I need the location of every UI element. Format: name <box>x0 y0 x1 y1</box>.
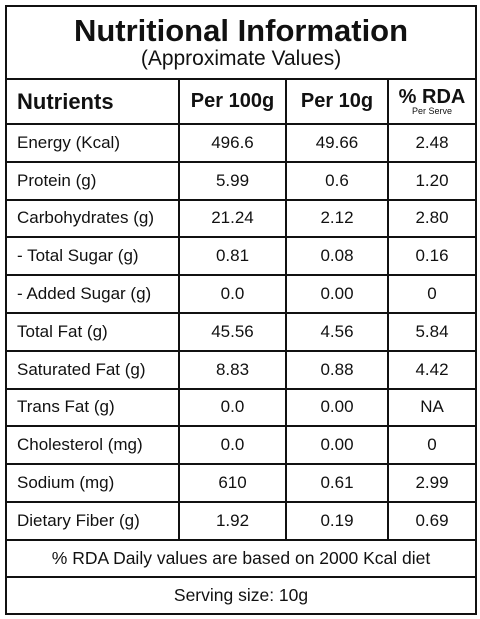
column-note: Per Serve <box>412 106 453 116</box>
cell-value: 0.81 <box>178 236 287 277</box>
cell-value: 4.42 <box>386 349 478 390</box>
nutrient-name: - Total Sugar (g) <box>5 236 180 277</box>
cell-value: 45.56 <box>178 311 287 352</box>
column-header: Per 10g <box>285 78 389 125</box>
cell-value: 49.66 <box>285 123 389 163</box>
nutrient-name: Trans Fat (g) <box>5 387 180 428</box>
nutrient-name: Saturated Fat (g) <box>5 349 180 390</box>
table-row: Saturated Fat (g) 8.83 0.88 4.42 <box>5 349 478 390</box>
table-row: Cholesterol (mg) 0.0 0.00 0 <box>5 425 478 466</box>
table-body: Nutritional Information (Approximate Val… <box>4 5 478 615</box>
table-row: - Added Sugar (g) 0.0 0.00 0 <box>5 274 478 314</box>
cell-value: 0.0 <box>178 274 287 314</box>
cell-value: 5.84 <box>386 311 478 352</box>
header-row: Nutrients Per 100g Per 10g % RDA Per Ser… <box>5 78 478 125</box>
cell-value: 1.20 <box>386 160 478 201</box>
footer-note: % RDA Daily values are based on 2000 Kca… <box>4 538 478 578</box>
nutrient-name: Sodium (mg) <box>5 463 180 503</box>
cell-value: 0.16 <box>386 236 478 277</box>
column-header: % RDA <box>398 86 466 108</box>
cell-value: 8.83 <box>178 349 287 390</box>
table-row: Dietary Fiber (g) 1.92 0.19 0.69 <box>5 500 478 541</box>
table-row: - Total Sugar (g) 0.81 0.08 0.16 <box>5 236 478 277</box>
nutrient-name: Total Fat (g) <box>5 311 180 352</box>
serving-size: Serving size: 10g <box>4 575 478 615</box>
cell-value: 0.00 <box>285 425 389 466</box>
cell-value: 496.6 <box>178 123 287 163</box>
table-row: Energy (Kcal) 496.6 49.66 2.48 <box>5 123 478 163</box>
cell-value: 0.00 <box>285 274 389 314</box>
cell-value: 0 <box>386 274 478 314</box>
cell-value: 4.56 <box>285 311 389 352</box>
table-row: Protein (g) 5.99 0.6 1.20 <box>5 160 478 201</box>
cell-value: 0.19 <box>285 500 389 541</box>
cell-value: NA <box>386 387 478 428</box>
cell-value: 0.6 <box>285 160 389 201</box>
nutrient-name: Cholesterol (mg) <box>5 425 180 466</box>
footer-row: % RDA Daily values are based on 2000 Kca… <box>4 538 478 578</box>
cell-value: 2.48 <box>386 123 478 163</box>
cell-value: 2.12 <box>285 198 389 239</box>
cell-value: 0.69 <box>386 500 478 541</box>
nutrient-name: Carbohydrates (g) <box>5 198 180 239</box>
cell-value: 5.99 <box>178 160 287 201</box>
cell-value: 0 <box>386 425 478 466</box>
column-header-cell: % RDA Per Serve <box>386 78 478 125</box>
table-row: Trans Fat (g) 0.0 0.00 NA <box>5 387 478 428</box>
nutrient-name: Energy (Kcal) <box>5 123 180 163</box>
cell-value: 2.80 <box>386 198 478 239</box>
cell-value: 610 <box>178 463 287 503</box>
cell-value: 0.08 <box>285 236 389 277</box>
nutrient-name: - Added Sugar (g) <box>5 274 180 314</box>
title-row: Nutritional Information (Approximate Val… <box>4 5 478 80</box>
nutrient-name: Dietary Fiber (g) <box>5 500 180 541</box>
cell-value: 2.99 <box>386 463 478 503</box>
cell-value: 0.61 <box>285 463 389 503</box>
serving-row: Serving size: 10g <box>4 575 478 615</box>
cell-value: 0.0 <box>178 425 287 466</box>
cell-value: 21.24 <box>178 198 287 239</box>
table-row: Total Fat (g) 45.56 4.56 5.84 <box>5 311 478 352</box>
cell-value: 0.88 <box>285 349 389 390</box>
column-header: Nutrients <box>5 78 180 125</box>
table-row: Sodium (mg) 610 0.61 2.99 <box>5 463 478 503</box>
subtitle: (Approximate Values) <box>140 46 342 70</box>
cell-value: 0.0 <box>178 387 287 428</box>
nutrient-name: Protein (g) <box>5 160 180 201</box>
title: Nutritional Information <box>73 13 409 49</box>
title-cell: Nutritional Information (Approximate Val… <box>4 5 478 80</box>
cell-value: 1.92 <box>178 500 287 541</box>
cell-value: 0.00 <box>285 387 389 428</box>
nutrition-table: Nutritional Information (Approximate Val… <box>4 5 478 615</box>
table-row: Carbohydrates (g) 21.24 2.12 2.80 <box>5 198 478 239</box>
column-header: Per 100g <box>178 78 287 125</box>
